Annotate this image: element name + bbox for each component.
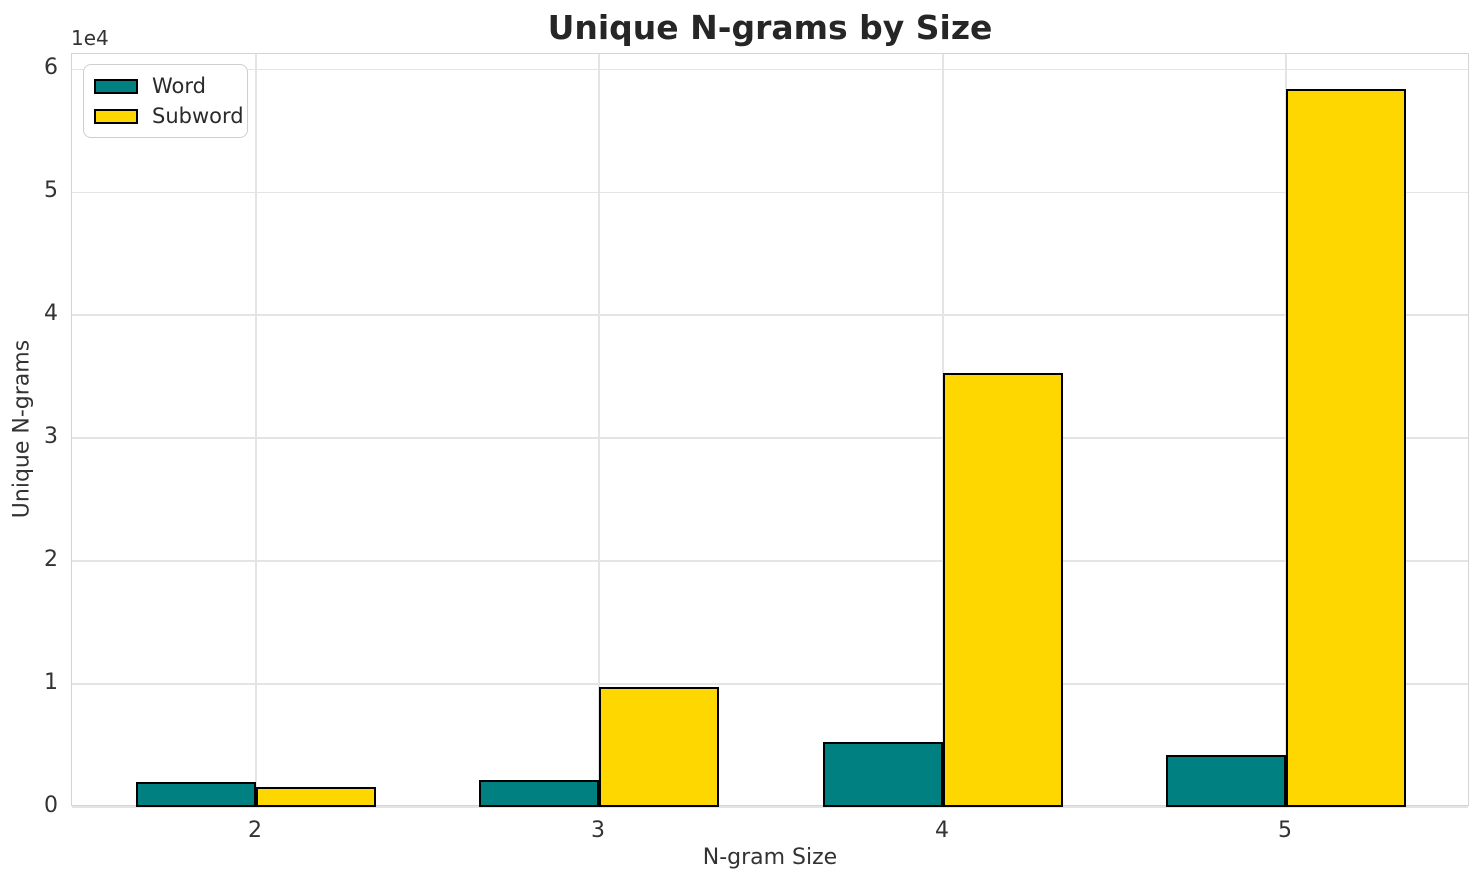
bar-word-2 (136, 782, 256, 807)
bar-subword-4 (943, 373, 1063, 807)
h-gridline (72, 806, 1468, 808)
y-tick-label: 6 (44, 55, 58, 81)
y-tick-label: 3 (44, 424, 58, 450)
bar-subword-5 (1286, 89, 1406, 807)
y-tick-label: 5 (44, 178, 58, 204)
bar-word-3 (479, 780, 599, 807)
bar-subword-2 (256, 787, 376, 807)
y-tick-label: 0 (44, 793, 58, 818)
x-tick-label: 2 (248, 818, 262, 843)
plot-area (71, 53, 1469, 808)
h-gridline (72, 560, 1468, 562)
legend-swatch-icon (94, 108, 138, 124)
v-gridline (598, 54, 600, 805)
bar-word-5 (1166, 755, 1286, 807)
v-gridline (255, 54, 257, 805)
legend: Word Subword (83, 64, 248, 138)
x-axis-label: N-gram Size (702, 845, 838, 870)
x-tick-label: 4 (935, 818, 949, 843)
legend-label: Word (152, 74, 206, 98)
h-gridline (72, 683, 1468, 685)
legend-label: Subword (152, 104, 244, 128)
h-gridline (72, 191, 1468, 194)
legend-item-word: Word (94, 73, 237, 99)
y-tick-label: 2 (44, 547, 58, 573)
x-tick-label: 3 (591, 818, 605, 843)
y-tick-label: 4 (44, 301, 58, 327)
y-axis-offset-text: 1e4 (71, 26, 109, 50)
y-axis-label: Unique N-grams (9, 339, 35, 519)
h-gridline (72, 437, 1468, 439)
bar-subword-3 (599, 687, 719, 807)
chart-title: Unique N-grams by Size (547, 8, 993, 47)
bar-word-4 (823, 742, 943, 807)
y-tick-label: 1 (44, 670, 58, 696)
legend-item-subword: Subword (94, 103, 244, 129)
x-tick-label: 5 (1278, 818, 1292, 843)
h-gridline (72, 314, 1468, 316)
legend-swatch-icon (94, 78, 138, 94)
h-gridline (72, 68, 1468, 71)
